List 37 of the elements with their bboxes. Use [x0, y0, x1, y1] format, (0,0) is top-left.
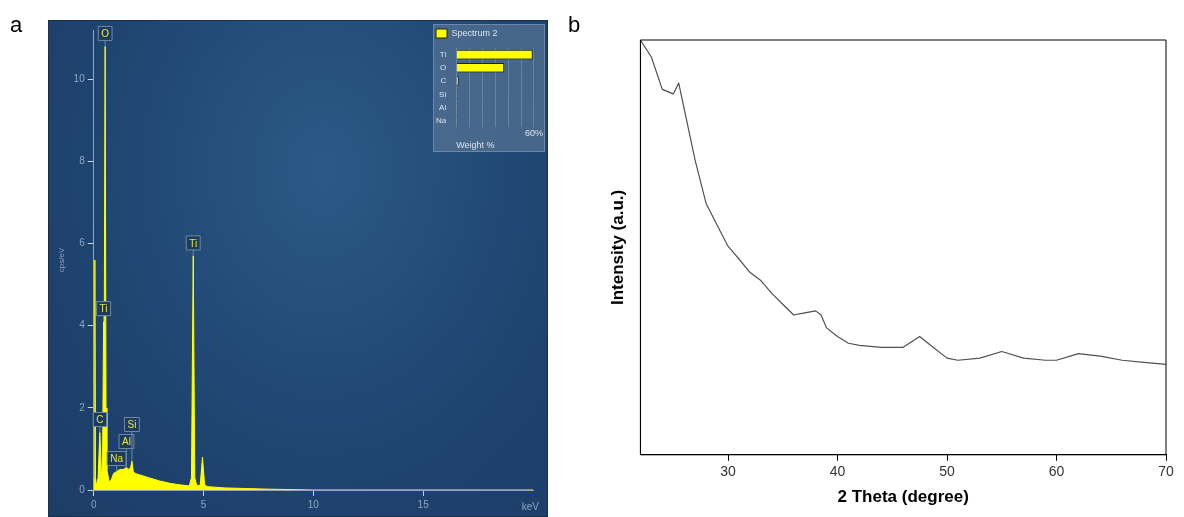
annotation: Ti [99, 303, 108, 315]
x-tick-label: 40 [829, 463, 846, 480]
y-axis-title: cps/eV [57, 247, 66, 273]
annotation: Si [127, 419, 137, 431]
legend-label: Spectrum 2 [451, 27, 498, 38]
annotation: C [96, 414, 104, 426]
x-tick-label: 60 [1048, 463, 1065, 480]
y-tick-label: 8 [79, 155, 86, 167]
x-tick-label: 60% [524, 128, 543, 139]
x-axis-title: 2 Theta (degree) [837, 487, 969, 507]
y-tick-label: 0 [79, 483, 86, 495]
annotation: Al [122, 436, 131, 448]
y-axis-title: Intensity (a.u.) [607, 189, 627, 306]
y-tick-label: Ti [439, 49, 447, 59]
x-tick-label: 30 [720, 463, 736, 480]
y-tick-label: 4 [79, 319, 86, 331]
x-tick-label: 70 [1158, 463, 1174, 480]
annotation: O [101, 28, 110, 40]
annotation: Na [110, 453, 124, 465]
y-tick-label: C [440, 76, 447, 86]
y-tick-label: Na [435, 115, 447, 125]
x-tick-label: 10 [307, 498, 320, 510]
x-tick-label: 15 [417, 498, 430, 510]
x-tick-label: 50 [939, 463, 955, 480]
x-tick-label: 5 [200, 498, 207, 510]
y-tick-label: 2 [79, 401, 86, 413]
y-tick-label: Al [439, 102, 447, 112]
y-tick-label: 10 [73, 73, 86, 85]
x-axis-title: keV [521, 500, 540, 512]
annotation: Ti [189, 237, 198, 249]
y-tick-label: O [439, 63, 447, 73]
chart-title: a [10, 12, 23, 38]
y-tick-label: Si [439, 89, 447, 99]
chart-title: b [568, 12, 581, 38]
x-axis-title: Weight % [456, 140, 495, 151]
x-tick-label: 0 [90, 498, 97, 510]
y-tick-label: 6 [79, 237, 86, 249]
